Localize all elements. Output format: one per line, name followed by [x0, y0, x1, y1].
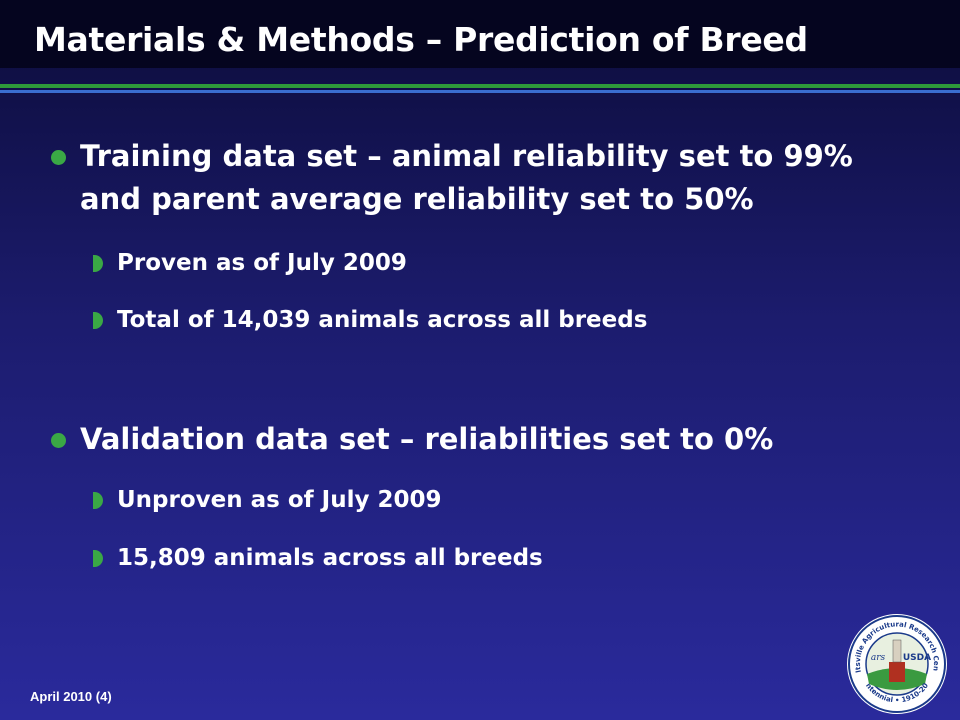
bullet-text: Validation data set – reliabilities set … — [80, 422, 774, 456]
logo-tower — [892, 639, 902, 663]
divider — [0, 84, 960, 88]
sub-bullet: Unproven as of July 2009 — [93, 487, 442, 513]
bullet-text: Training data set – animal reliability s… — [80, 139, 853, 216]
sub-bullet-icon — [93, 255, 103, 272]
sub-bullet: Total of 14,039 animals across all breed… — [93, 307, 648, 333]
logo-ars: ars — [871, 653, 886, 663]
logo-building — [889, 662, 905, 682]
sub-bullet-icon — [93, 550, 103, 567]
sub-bullet-text: 15,809 animals across all breeds — [117, 545, 543, 571]
bullet-dot — [51, 433, 66, 448]
logo: Beltsville Agricultural Research Center … — [845, 612, 947, 714]
sub-bullet-text: Total of 14,039 animals across all breed… — [117, 307, 648, 333]
sub-bullet: 15,809 animals across all breeds — [93, 545, 543, 571]
bullet: Training data set – animal reliability s… — [51, 135, 920, 221]
sub-bullet-text: Proven as of July 2009 — [117, 250, 407, 276]
sub-bullet-icon — [93, 492, 103, 509]
sub-bullet-text: Unproven as of July 2009 — [117, 487, 442, 513]
sub-bullet-icon — [93, 312, 103, 329]
title-bar — [0, 0, 960, 68]
logo-agency: USDA — [903, 653, 931, 663]
footer: April 2010 (4) — [30, 689, 112, 704]
slide-title: Materials & Methods – Prediction of Bree… — [34, 20, 808, 59]
logo-ring — [848, 615, 946, 713]
sub-bullet: Proven as of July 2009 — [93, 250, 407, 276]
divider — [0, 90, 960, 93]
bullet-dot — [51, 150, 66, 165]
bullet: Validation data set – reliabilities set … — [51, 418, 920, 461]
